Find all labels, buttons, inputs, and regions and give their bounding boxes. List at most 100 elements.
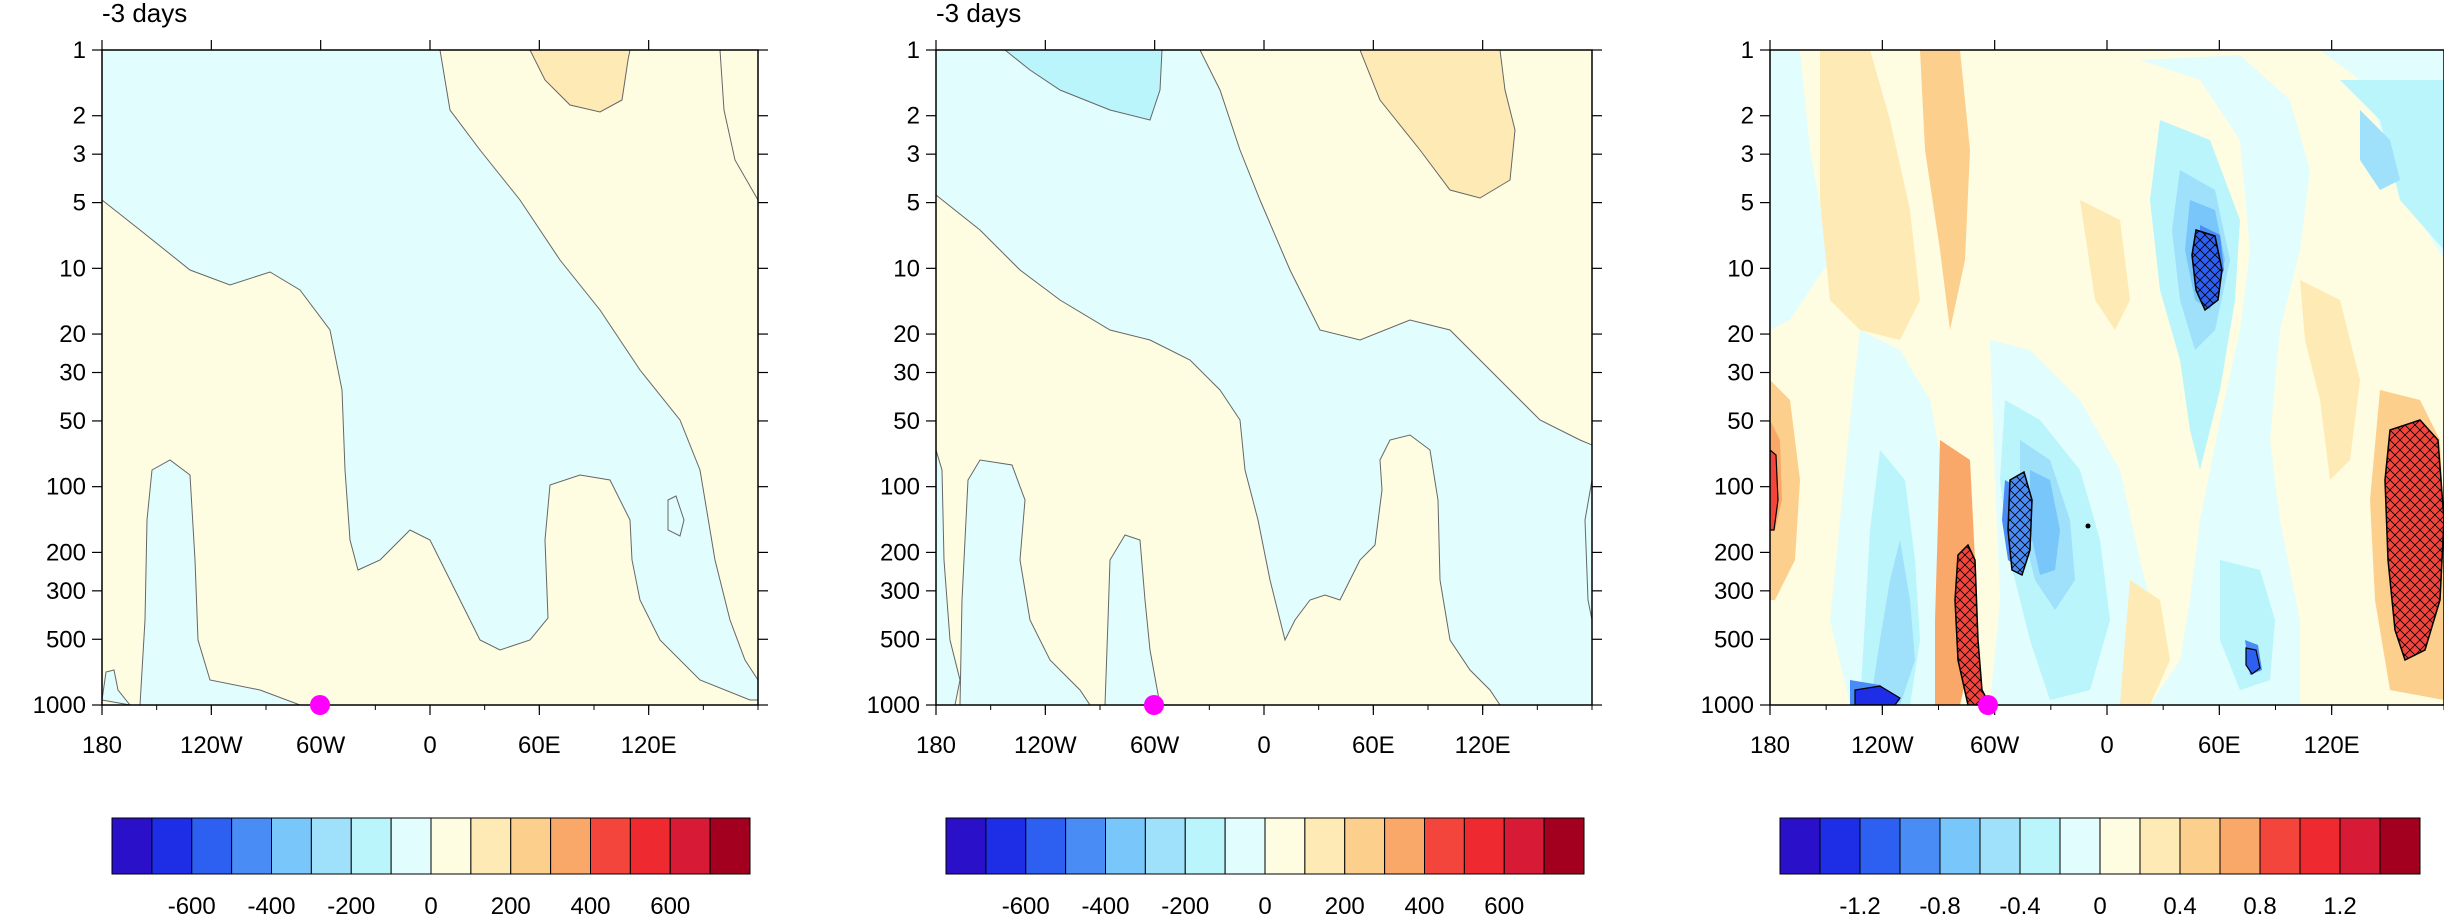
colorbar-swatch [1859, 817, 1901, 875]
panel-2-negative-tongue-c [936, 449, 961, 705]
y-tick-label: 1000 [1701, 692, 1754, 719]
colorbar-swatch [231, 817, 272, 875]
panel-1-title: -3 days [102, 0, 187, 28]
x-tick-label: 120E [621, 732, 677, 759]
y-tick-label: 200 [880, 539, 920, 566]
y-tick-label: 1 [73, 37, 86, 64]
colorbar-swatch [2099, 817, 2141, 875]
panel-1-positive-region-west [102, 199, 758, 705]
x-tick-label: 180 [916, 732, 956, 759]
panel-2-colorbar: -600 -400 -200 0 200 400 600 [945, 817, 1585, 917]
colorbar-swatch [1424, 817, 1465, 875]
x-tick-label: 0 [1257, 732, 1270, 759]
colorbar-swatch [310, 817, 352, 875]
panel-1-small-blob [667, 495, 685, 537]
colorbar-label: -600 [1002, 893, 1050, 917]
y-tick-label: 10 [1727, 255, 1754, 282]
colorbar-label: 600 [1484, 893, 1524, 917]
y-tick-label: 10 [59, 255, 86, 282]
x-tick-label: 180 [82, 732, 122, 759]
colorbar-swatch [709, 817, 751, 875]
panel-2-positive-region-west [936, 194, 1501, 705]
y-tick-label: 100 [1714, 474, 1754, 501]
y-tick-label: 1 [907, 37, 920, 64]
colorbar-swatch [2179, 817, 2221, 875]
y-tick-label: 20 [1727, 321, 1754, 348]
y-tick-label: 500 [1714, 626, 1754, 653]
colorbar-swatch [590, 817, 631, 875]
y-tick-label: 50 [893, 408, 920, 435]
colorbar-swatch [945, 817, 987, 875]
colorbar-label: 600 [650, 893, 690, 917]
colorbar-label: -600 [168, 893, 216, 917]
y-tick-label: 5 [73, 190, 86, 217]
y-tick-label: 20 [893, 321, 920, 348]
panel-3-colorbar: -1.2 -0.8 -0.4 0 0.4 0.8 1.2 [1779, 817, 2421, 917]
colorbar-swatch [2379, 817, 2421, 875]
panel-1-colorbar: -600 -400 -200 0 200 400 600 [111, 817, 751, 917]
colorbar-swatch [1779, 817, 1821, 875]
y-tick-label: 30 [893, 360, 920, 387]
panel-2-marker [1144, 695, 1164, 715]
panel-2-title: -3 days [936, 0, 1021, 28]
colorbar-swatch [2059, 817, 2101, 875]
colorbar-label: -400 [1081, 893, 1129, 917]
y-tick-label: 3 [907, 141, 920, 168]
x-tick-label: 180 [1750, 732, 1790, 759]
x-tick-label: 120W [1851, 732, 1914, 759]
colorbar-swatch [430, 817, 472, 875]
y-tick-label: 100 [880, 474, 920, 501]
y-tick-label: 300 [46, 578, 86, 605]
x-tick-label: 0 [423, 732, 436, 759]
colorbar-label: -200 [327, 893, 375, 917]
colorbar-swatch [2219, 817, 2261, 875]
y-tick-label: 2 [907, 103, 920, 130]
colorbar-swatch [1463, 817, 1505, 875]
colorbar-label: 400 [570, 893, 610, 917]
colorbar-swatch [985, 817, 1027, 875]
colorbar-label: 0.8 [2243, 893, 2276, 917]
panel-3: 1 2 3 5 10 20 30 50 100 200 300 500 1000 180 120W 60W 0 6… [1701, 37, 2444, 759]
y-tick-label: 2 [73, 103, 86, 130]
colorbar-swatch [1224, 817, 1266, 875]
colorbar-label: 200 [1325, 893, 1365, 917]
colorbar-swatch [2139, 817, 2181, 875]
y-tick-label: 1 [1741, 37, 1754, 64]
colorbar-swatch [2019, 817, 2061, 875]
panel-2-field [936, 50, 1592, 705]
x-tick-label: 120E [1455, 732, 1511, 759]
colorbar-swatch [1025, 817, 1067, 875]
y-tick-label: 300 [1714, 578, 1754, 605]
colorbar-label: -1.2 [1839, 893, 1880, 917]
panel-2-negative-tongue-a [959, 459, 1091, 705]
colorbar-label: 200 [491, 893, 531, 917]
y-tick-label: 500 [880, 626, 920, 653]
panel-1-field [102, 50, 758, 705]
panel-1-positive-region-east [439, 50, 758, 681]
y-tick-label: 1000 [33, 692, 86, 719]
colorbar-swatch [1899, 817, 1941, 875]
colorbar-swatch [1184, 817, 1226, 875]
panel-1-positive-blob-top [529, 50, 631, 113]
panel-1-negative-tongue-b [102, 669, 131, 705]
y-tick-label: 300 [880, 578, 920, 605]
x-tick-label: 120W [180, 732, 243, 759]
y-tick-label: 200 [1714, 539, 1754, 566]
colorbar-swatch [1264, 817, 1306, 875]
colorbar-label: 400 [1404, 893, 1444, 917]
colorbar-swatch [350, 817, 392, 875]
colorbar-swatch [1344, 817, 1386, 875]
panel-1-negative-tongue-a [139, 459, 301, 705]
colorbar-swatch [629, 817, 671, 875]
y-tick-label: 5 [1741, 190, 1754, 217]
y-tick-label: 2 [1741, 103, 1754, 130]
panel-1-axes: 1 2 3 5 10 20 30 50 100 200 300 500 1000 180 120W 60W 0 6… [33, 37, 768, 759]
colorbar-label: 0 [1258, 893, 1271, 917]
colorbar-swatch [1543, 817, 1585, 875]
colorbar-swatch [390, 817, 432, 875]
x-tick-label: 60E [518, 732, 561, 759]
colorbar-swatch [1939, 817, 1981, 875]
y-tick-label: 1000 [867, 692, 920, 719]
colorbar-swatch [1503, 817, 1545, 875]
